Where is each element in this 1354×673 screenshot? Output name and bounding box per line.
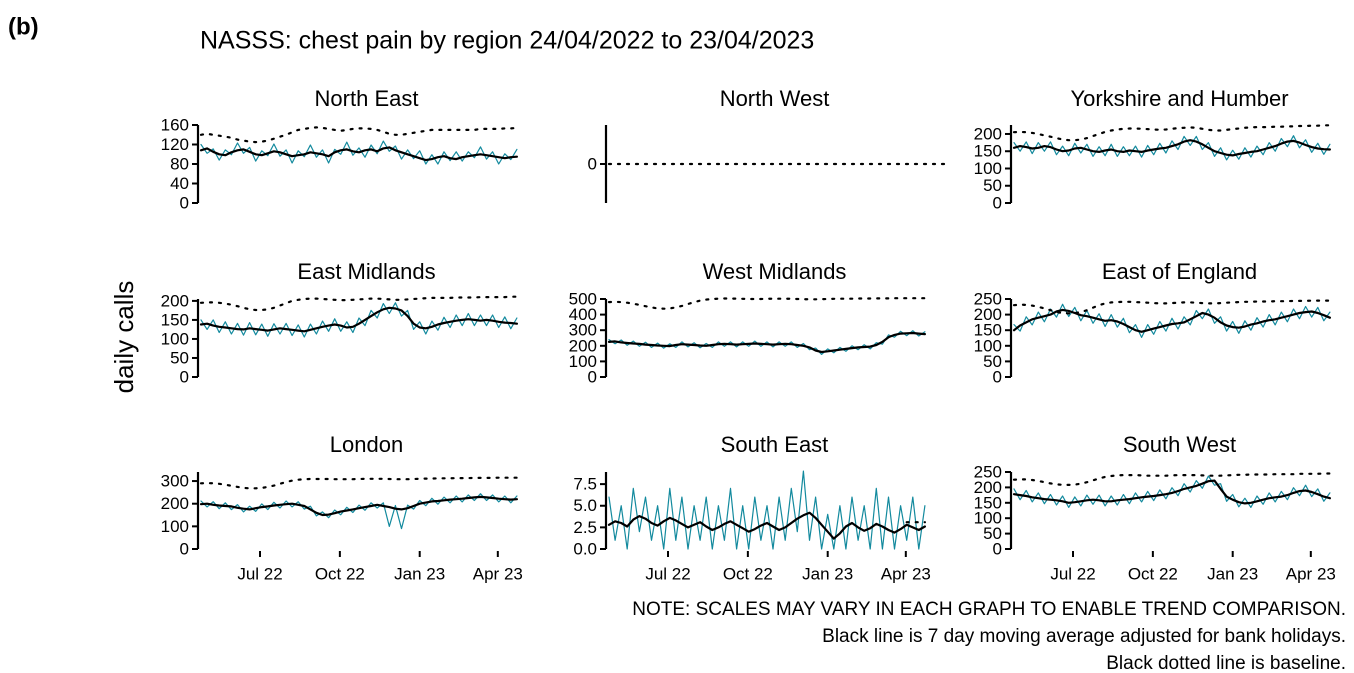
daily-line xyxy=(1013,475,1331,508)
x-tick-label: Jan 23 xyxy=(802,564,853,583)
y-tick-label: 2.5 xyxy=(573,518,597,537)
baseline-line xyxy=(199,295,518,312)
x-tick-label: Jul 22 xyxy=(237,564,282,583)
average-line xyxy=(1012,308,1331,333)
note: NOTE: SCALES MAY VARY IN EACH GRAPH TO E… xyxy=(632,599,1346,620)
baseline-line xyxy=(1012,124,1331,142)
panel-title: North West xyxy=(720,86,830,111)
y-tick-label: 0 xyxy=(993,539,1002,558)
panel-title: West Midlands xyxy=(703,259,847,284)
panel-title: North East xyxy=(315,86,419,111)
y-tick-label: 300 xyxy=(569,321,597,340)
x-tick-label: Jan 23 xyxy=(394,564,445,583)
average-line xyxy=(1012,139,1331,157)
y-tick-label: 0 xyxy=(180,539,189,558)
y-tick-label: 250 xyxy=(974,462,1002,481)
y-tick-label: 150 xyxy=(161,310,189,329)
average-line xyxy=(1012,479,1331,505)
y-tick-label: 0 xyxy=(180,367,189,386)
baseline-line xyxy=(1012,472,1331,486)
average-line xyxy=(199,306,518,333)
note: Black line is 7 day moving average adjus… xyxy=(822,626,1346,647)
figure-label: (b) xyxy=(8,13,39,40)
daily-line xyxy=(200,140,518,165)
y-tick-label: 50 xyxy=(170,348,189,367)
panel-title: South West xyxy=(1123,432,1236,457)
y-tick-label: 200 xyxy=(974,305,1002,324)
y-tick-label: 0 xyxy=(588,154,597,173)
x-tick-label: Jul 22 xyxy=(645,564,690,583)
y-tick-label: 0 xyxy=(588,367,597,386)
baseline-line xyxy=(607,297,926,310)
y-tick-label: 160 xyxy=(161,115,189,134)
daily-line xyxy=(1013,135,1331,161)
y-tick-label: 120 xyxy=(161,135,189,154)
daily-line xyxy=(608,330,926,355)
note: Black dotted line is baseline. xyxy=(1106,653,1346,673)
y-tick-label: 5.0 xyxy=(573,496,597,515)
y-tick-label: 0 xyxy=(993,367,1002,386)
panel-title: East of England xyxy=(1102,259,1257,284)
y-tick-label: 100 xyxy=(974,509,1002,528)
y-tick-label: 0.0 xyxy=(573,539,597,558)
x-tick-label: Oct 22 xyxy=(1128,564,1178,583)
y-tick-label: 100 xyxy=(974,159,1002,178)
chart-title: NASSS: chest pain by region 24/04/2022 t… xyxy=(200,27,814,55)
y-tick-label: 200 xyxy=(974,124,1002,143)
y-tick-label: 50 xyxy=(983,176,1002,195)
x-tick-label: Jul 22 xyxy=(1050,564,1095,583)
y-tick-label: 200 xyxy=(569,336,597,355)
y-tick-label: 300 xyxy=(161,472,189,491)
y-tick-label: 100 xyxy=(161,329,189,348)
panel-title: East Midlands xyxy=(297,259,435,284)
y-tick-label: 400 xyxy=(569,305,597,324)
y-tick-label: 250 xyxy=(974,289,1002,308)
panel-title: South East xyxy=(721,432,829,457)
y-tick-label: 100 xyxy=(974,336,1002,355)
x-tick-label: Oct 22 xyxy=(723,564,773,583)
x-tick-label: Apr 23 xyxy=(881,564,931,583)
y-tick-label: 150 xyxy=(974,321,1002,340)
average-line xyxy=(607,511,926,540)
panel-title: Yorkshire and Humber xyxy=(1070,86,1288,111)
x-tick-label: Apr 23 xyxy=(1286,564,1336,583)
y-tick-label: 0 xyxy=(993,193,1002,212)
y-tick-label: 80 xyxy=(170,154,189,173)
y-tick-label: 50 xyxy=(983,524,1002,543)
y-tick-label: 150 xyxy=(974,142,1002,161)
y-tick-label: 0 xyxy=(180,193,189,212)
y-tick-label: 7.5 xyxy=(573,475,597,494)
y-tick-label: 150 xyxy=(974,493,1002,512)
daily-line xyxy=(200,302,518,338)
baseline-line xyxy=(1012,299,1331,315)
y-tick-label: 40 xyxy=(170,174,189,193)
y-tick-label: 50 xyxy=(983,352,1002,371)
x-tick-label: Apr 23 xyxy=(473,564,523,583)
average-line xyxy=(607,331,926,354)
y-tick-label: 100 xyxy=(569,352,597,371)
y-tick-label: 200 xyxy=(161,291,189,310)
x-tick-label: Jan 23 xyxy=(1207,564,1258,583)
x-tick-label: Oct 22 xyxy=(315,564,365,583)
y-tick-label: 200 xyxy=(161,494,189,513)
y-tick-label: 100 xyxy=(161,517,189,536)
panel-title: London xyxy=(330,432,403,457)
baseline-line xyxy=(199,476,518,490)
daily-line xyxy=(608,470,926,550)
y-axis-label: daily calls xyxy=(109,281,139,394)
average-line xyxy=(199,495,518,517)
y-tick-label: 200 xyxy=(974,478,1002,497)
y-tick-label: 500 xyxy=(569,289,597,308)
baseline-line xyxy=(199,126,518,144)
average-line xyxy=(199,146,518,162)
